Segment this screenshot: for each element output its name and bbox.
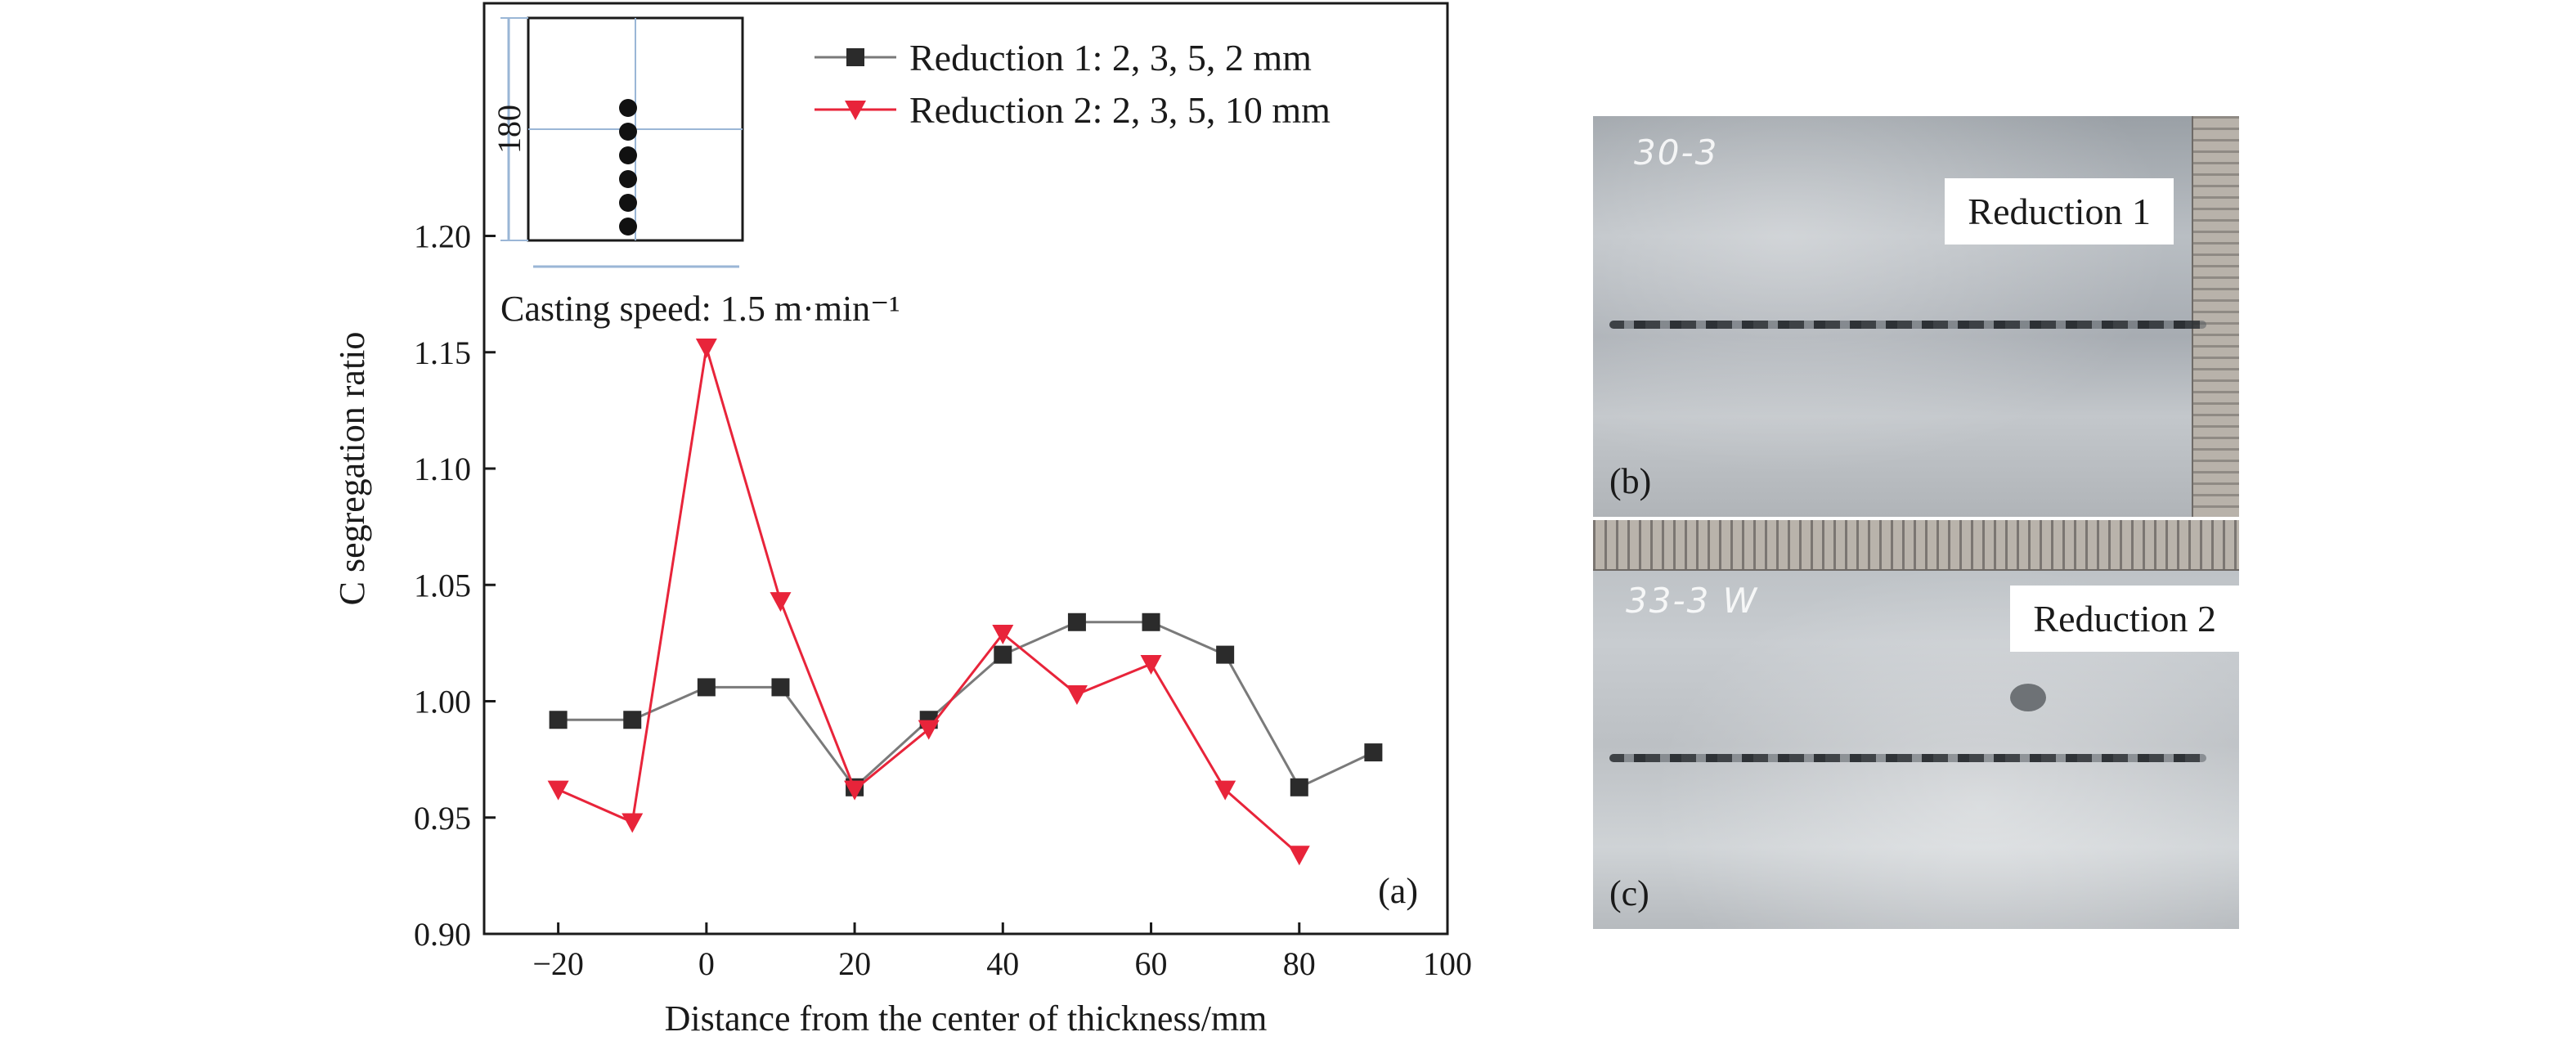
data-point-series-1	[549, 711, 568, 729]
x-tick-label: 40	[986, 945, 1019, 982]
data-point-series-2	[1288, 846, 1310, 866]
series-line-2	[558, 347, 1300, 856]
data-point-series-2	[1214, 780, 1236, 801]
ruler-horizontal	[1593, 520, 2239, 571]
plot-area: 0.90 0.95 1.00 1.05 1.10 1.15 1.20 −20 0 20 40 60 80…	[332, 2, 1472, 1039]
photo-reduction-2: 33-3 W Reduction 2 (c)	[1593, 520, 2239, 929]
y-tick-label: 1.15	[414, 334, 471, 371]
y-tick-label: 1.00	[414, 684, 471, 720]
inset-sample-point	[619, 146, 637, 164]
surface-spot	[2010, 684, 2046, 711]
data-point-series-1	[994, 645, 1012, 664]
y-axis-title: C segregation ratio	[332, 332, 372, 606]
x-tick-label: 0	[698, 945, 715, 982]
data-point-series-1	[697, 678, 716, 697]
y-tick-label: 1.20	[414, 218, 471, 255]
data-point-series-2	[547, 780, 569, 801]
data-point-series-2	[918, 720, 940, 740]
data-point-series-1	[771, 678, 790, 697]
inset-dimension-label: 180	[491, 105, 527, 154]
inset-sample-point	[619, 123, 637, 141]
x-axis-title: Distance from the center of thickness/mm	[665, 998, 1268, 1039]
x-tick-label: 80	[1283, 945, 1316, 982]
y-tick-label: 0.95	[414, 800, 471, 837]
handwriting-b: 30-3	[1634, 132, 1719, 173]
panel-tag-c: (c)	[1609, 873, 1649, 913]
segregation-line-c	[1609, 754, 2206, 762]
data-point-series-1	[1142, 612, 1160, 631]
series-line-1	[558, 621, 1375, 789]
ruler-vertical	[2192, 116, 2239, 517]
inset-sample-point	[619, 99, 637, 117]
legend-marker-1	[846, 48, 864, 66]
legend-label-1: Reduction 1: 2, 3, 5, 2 mm	[909, 37, 1312, 79]
y-tick-label: 0.90	[414, 916, 471, 953]
handwriting-c: 33-3 W	[1626, 581, 1759, 621]
inset-sample-point	[619, 218, 637, 236]
data-point-series-2	[622, 813, 644, 833]
y-tick-label: 1.05	[414, 567, 471, 604]
y-tick-label: 1.10	[414, 451, 471, 487]
panel-tag-b: (b)	[1609, 461, 1652, 501]
photo-label-b: Reduction 1	[1945, 178, 2174, 245]
inset-sample-point	[619, 194, 637, 212]
panel-label-a: (a)	[1378, 871, 1418, 911]
x-tick-label: 60	[1135, 945, 1168, 982]
photo-reduction-1: 30-3 Reduction 1 (b)	[1593, 116, 2239, 517]
data-point-series-2	[695, 339, 717, 359]
data-point-series-2	[844, 780, 866, 801]
legend-label-2: Reduction 2: 2, 3, 5, 10 mm	[909, 89, 1331, 131]
data-point-series-1	[1364, 743, 1383, 762]
casting-speed-note: Casting speed: 1.5 m·min⁻¹	[500, 289, 900, 329]
x-tick-label: −20	[532, 945, 584, 982]
data-point-series-1	[1216, 645, 1235, 664]
data-point-series-2	[1140, 654, 1162, 675]
x-tick-label: 100	[1423, 945, 1472, 982]
inset-sample-point	[619, 170, 637, 188]
photo-label-c: Reduction 2	[2010, 586, 2239, 652]
legend-marker-2	[845, 101, 866, 120]
x-tick-label: 20	[838, 945, 871, 982]
segregation-line-b	[1609, 321, 2206, 329]
data-point-series-1	[623, 711, 642, 729]
data-point-series-1	[1067, 612, 1086, 631]
data-point-series-2	[992, 624, 1014, 644]
data-point-series-2	[1066, 684, 1088, 705]
data-point-series-1	[1290, 778, 1308, 796]
data-point-series-2	[770, 592, 792, 612]
